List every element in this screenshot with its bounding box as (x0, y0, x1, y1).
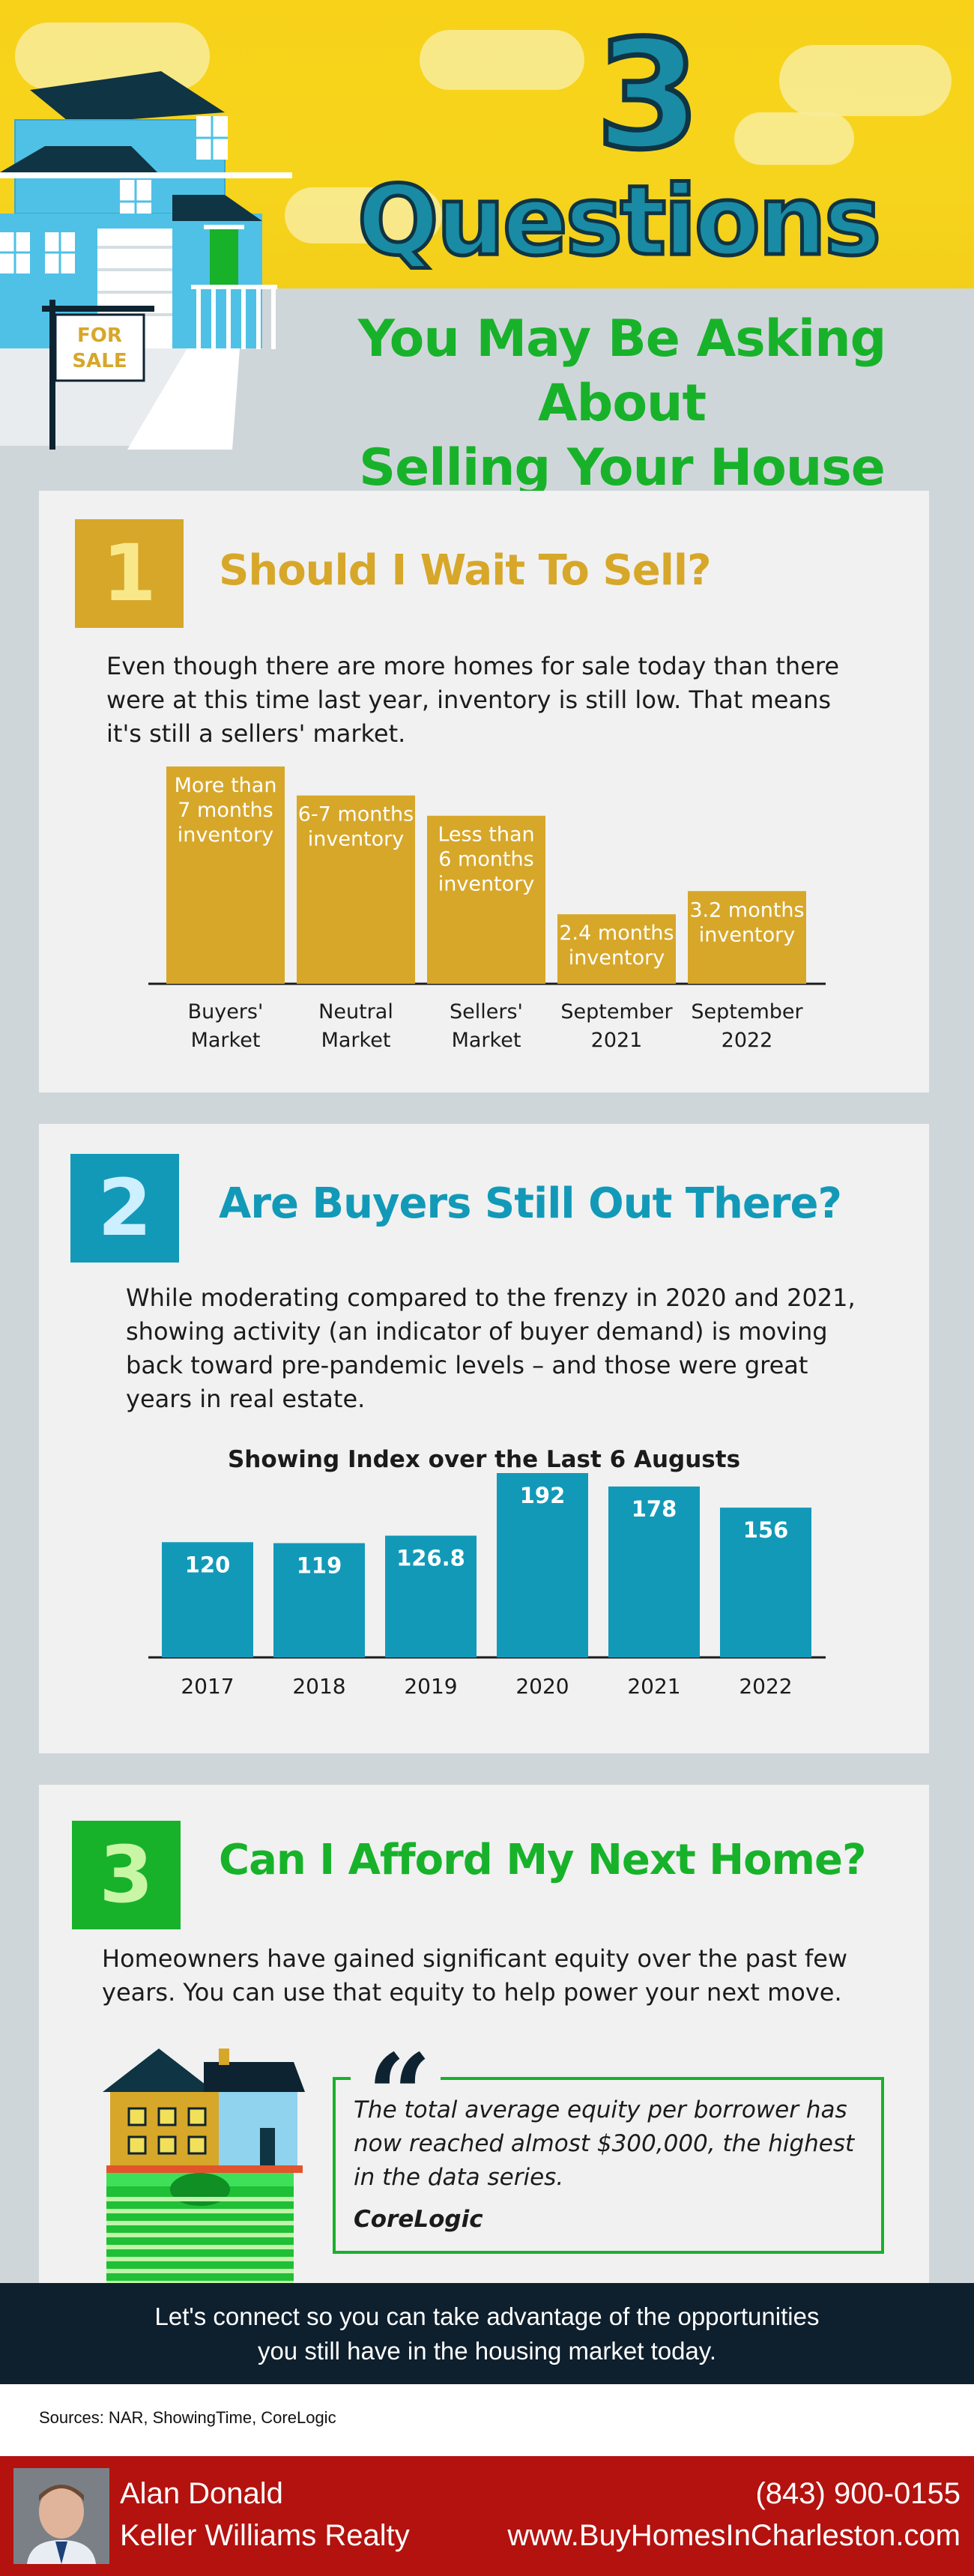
agent-company: Keller Williams Realty (120, 2519, 410, 2552)
chart1-category-label: Neutral (318, 1000, 393, 1024)
chart1-category-label: Sellers' (450, 1000, 523, 1024)
chart1-bar-label: 6-7 months (298, 803, 414, 826)
cta-line-1: Let's connect so you can take advantage … (154, 2303, 820, 2330)
chart2-category-label: 2019 (404, 1674, 457, 1699)
chart1-bar (427, 815, 545, 984)
section-3-body: Homeowners have gained significant equit… (102, 1944, 848, 2007)
sources-text: Sources: NAR, ShowingTime, CoreLogic (39, 2408, 336, 2427)
chart1-bar-label: inventory (178, 823, 274, 847)
section-2-panel: 2 Are Buyers Still Out There? While mode… (39, 1124, 929, 1753)
for-sale-sign-line1: FOR (77, 324, 122, 347)
section-3-number: 3 (72, 1821, 181, 1929)
section-3-title: Can I Afford My Next Home? (219, 1836, 866, 1884)
chart2-value-label: 120 (185, 1552, 231, 1577)
chart2-bar (385, 1535, 477, 1657)
chart1-category-label: 2021 (591, 1029, 643, 1052)
chart1-bar-label: 7 months (178, 799, 273, 822)
chart2-bar (720, 1508, 811, 1657)
chart1-bar-label: Less than (438, 823, 534, 847)
chart2-bar (273, 1543, 365, 1657)
chart2-bar (162, 1542, 253, 1657)
chart2-title: Showing Index over the Last 6 Augusts (228, 1446, 740, 1473)
section-1-panel: 1 Should I Wait To Sell? Even though the… (39, 491, 929, 1092)
chart1-bar (688, 891, 806, 984)
section-2-body: While moderating compared to the frenzy … (126, 1284, 856, 1413)
header (0, 0, 974, 288)
chart2-value-label: 126.8 (396, 1546, 465, 1571)
chart2-category-label: 2018 (292, 1674, 345, 1699)
chart1-bar (166, 767, 285, 984)
chart1-category-label: Market (321, 1029, 391, 1052)
sources-bar: Sources: NAR, ShowingTime, CoreLogic (0, 2384, 974, 2456)
section-1-number: 1 (75, 519, 184, 628)
quote-source: CoreLogic (354, 2206, 483, 2233)
chart1-bar-label: inventory (699, 923, 796, 946)
agent-website[interactable]: www.BuyHomesInCharleston.com (507, 2519, 961, 2552)
agent-phone[interactable]: (843) 900-0155 (755, 2477, 961, 2510)
agent-footer: Alan Donald Keller Williams Realty (843)… (0, 2456, 974, 2576)
section-2-title: Are Buyers Still Out There? (219, 1179, 842, 1228)
call-to-action-banner: Let's connect so you can take advantage … (0, 2283, 974, 2384)
cta-line-2: you still have in the housing market tod… (257, 2337, 717, 2365)
for-sale-sign-line2: SALE (72, 350, 127, 372)
header-title: Questions (355, 166, 883, 277)
section-1-title: Should I Wait To Sell? (219, 546, 712, 595)
chart2-bar (497, 1473, 588, 1657)
subtitle-line-1: You May Be Asking About (357, 309, 887, 433)
section-1-body: Even though there are more homes for sal… (106, 652, 840, 748)
chart1-category-label: September (560, 1000, 673, 1024)
section-2-number: 2 (70, 1154, 179, 1263)
chart2-category-label: 2020 (515, 1674, 569, 1699)
chart2-category-label: 2022 (739, 1674, 792, 1699)
chart2-bar (608, 1486, 700, 1657)
agent-name: Alan Donald (120, 2477, 283, 2510)
chart2-value-label: 156 (743, 1517, 789, 1543)
chart1-category-label: Buyers' (188, 1000, 264, 1024)
chart2-value-label: 192 (520, 1483, 566, 1508)
chart1-bar-label: inventory (569, 946, 665, 970)
quote-text: The total average equity per borrower ha… (354, 2096, 855, 2191)
chart1-category-label: 2022 (722, 1029, 773, 1052)
section-3-panel: 3 Can I Afford My Next Home? Homeowners … (39, 1785, 929, 2294)
avatar (13, 2468, 109, 2564)
chart2-value-label: 178 (632, 1496, 677, 1522)
chart1-bar (297, 795, 415, 984)
chart1-bar-label: 3.2 months (689, 898, 804, 922)
chart2-category-label: 2021 (627, 1674, 680, 1699)
chart2-category-label: 2017 (181, 1674, 234, 1699)
showing-index-bar-chart: Showing Index over the Last 6 Augusts 120… (148, 1446, 826, 1699)
chart1-bar-label: More than (175, 774, 277, 797)
house-illustration: FOR SALE (0, 71, 292, 450)
chart1-bar (557, 914, 676, 984)
chart1-bar-label: 6 months (438, 848, 533, 871)
chart1-bar-label: inventory (438, 873, 535, 896)
chart1-category-label: Market (452, 1029, 521, 1052)
chart2-value-label: 119 (297, 1553, 342, 1579)
chart1-bar-label: inventory (308, 828, 405, 851)
header-number: 3 (593, 8, 703, 183)
chart1-category-label: Market (191, 1029, 261, 1052)
chart1-bar-label: 2.4 months (559, 922, 674, 945)
house-money-illustration (103, 2049, 305, 2294)
chart1-category-label: September (691, 1000, 803, 1024)
